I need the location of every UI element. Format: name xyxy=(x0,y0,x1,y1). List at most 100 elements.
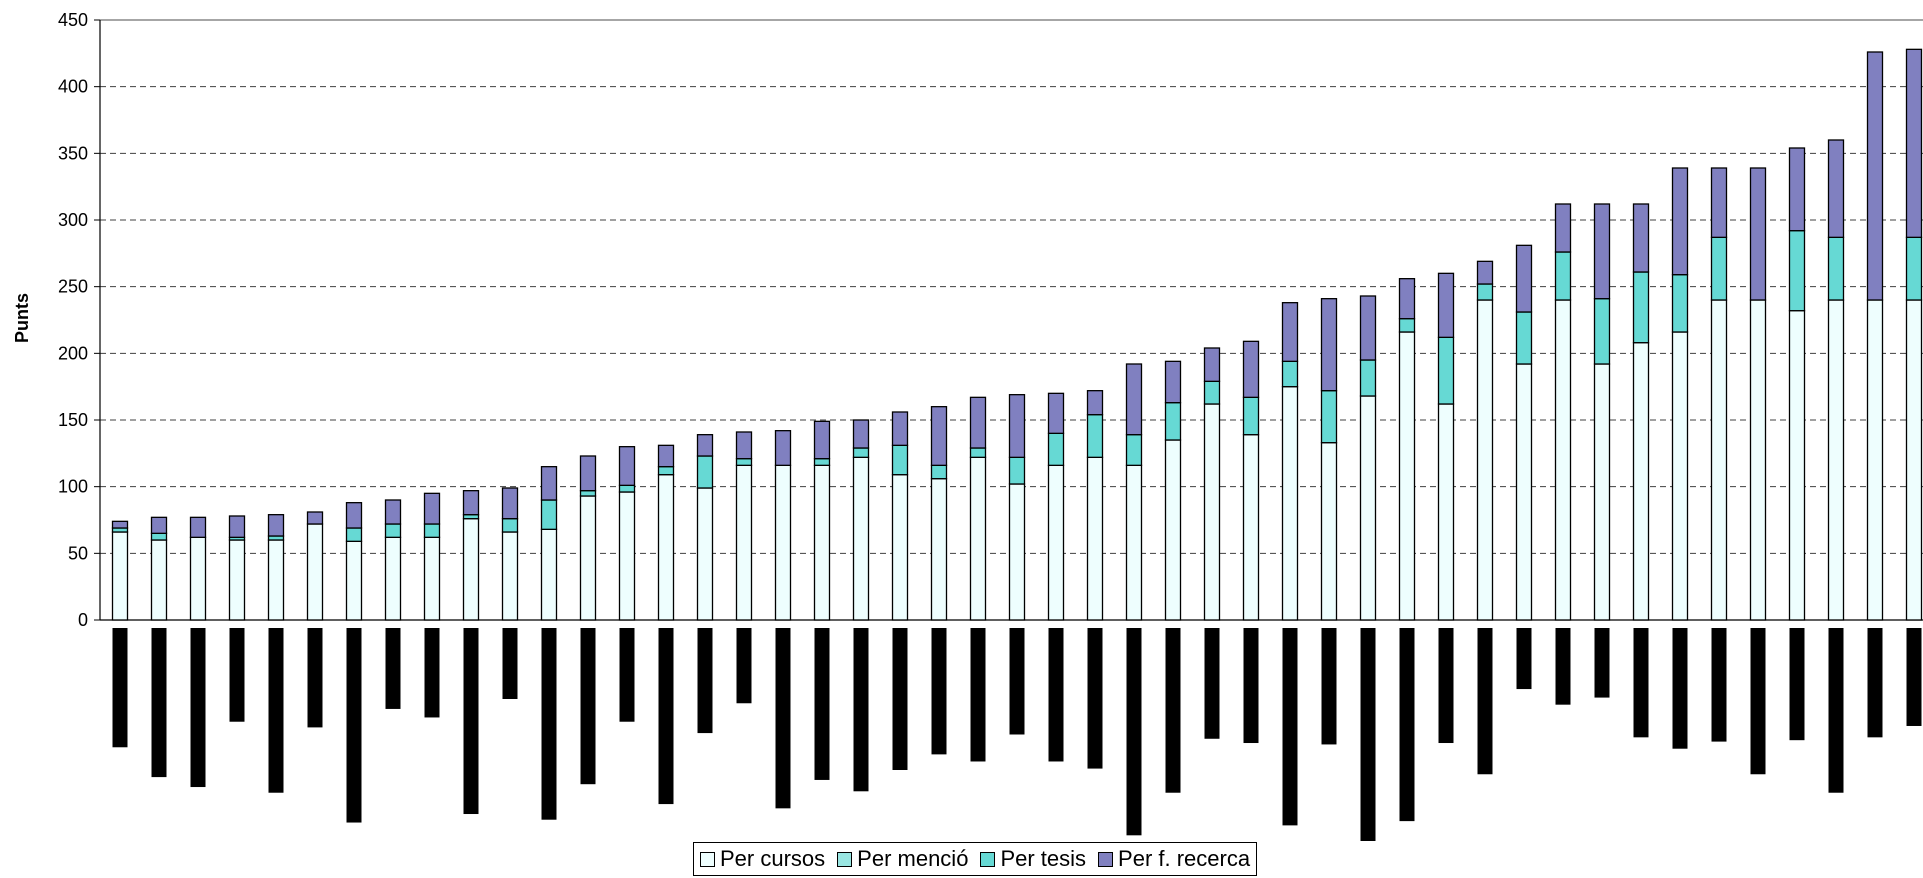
secondary-bar xyxy=(1165,628,1181,793)
secondary-bar xyxy=(346,628,362,823)
bar-segment xyxy=(1164,402,1182,441)
secondary-bar xyxy=(1516,628,1532,690)
bar-segment xyxy=(1242,434,1260,621)
bar-segment xyxy=(579,455,597,492)
bar-segment xyxy=(1281,360,1299,388)
bar-segment xyxy=(1398,331,1416,621)
secondary-bar xyxy=(775,628,791,809)
bar-segment xyxy=(1554,203,1572,253)
bar-segment xyxy=(345,540,363,621)
bar-segment xyxy=(1515,311,1533,365)
secondary-bar xyxy=(1243,628,1259,744)
bar-segment xyxy=(1359,395,1377,621)
bar-segment xyxy=(1554,299,1572,621)
bar-segment xyxy=(1437,403,1455,621)
secondary-bar xyxy=(814,628,830,780)
secondary-bar xyxy=(736,628,752,704)
secondary-bar xyxy=(1087,628,1103,769)
bar-segment xyxy=(501,531,519,621)
bar-segment xyxy=(852,447,870,458)
bar-segment xyxy=(1515,363,1533,621)
y-tick-label: 300 xyxy=(58,210,88,230)
secondary-bar xyxy=(1360,628,1376,841)
secondary-bar xyxy=(151,628,167,778)
bar-segment xyxy=(1047,464,1065,621)
bar-segment xyxy=(1086,390,1104,416)
bar-segment xyxy=(306,511,324,525)
bar-segment xyxy=(1476,299,1494,621)
secondary-bar xyxy=(424,628,440,718)
bar-segment xyxy=(1593,298,1611,365)
legend-item: Per cursos xyxy=(700,846,825,872)
bar-segment xyxy=(111,520,129,529)
secondary-bar xyxy=(268,628,284,793)
bar-segment xyxy=(1242,396,1260,436)
bar-segment xyxy=(345,527,363,542)
bar-segment xyxy=(657,466,675,476)
legend-label: Per tesis xyxy=(1000,846,1087,871)
bar-segment xyxy=(1866,299,1884,621)
bar-segment xyxy=(618,491,636,621)
legend: Per cursos Per menció Per tesis Per f. rece… xyxy=(693,842,1258,876)
bar-segment xyxy=(1164,439,1182,621)
bar-segment xyxy=(384,523,402,538)
bar-segment xyxy=(1437,336,1455,405)
secondary-bar xyxy=(853,628,869,792)
bar-segment xyxy=(1515,244,1533,313)
secondary-bar xyxy=(580,628,596,785)
bar-segment xyxy=(930,406,948,466)
bar-segment xyxy=(1476,283,1494,301)
bar-segment xyxy=(1398,318,1416,333)
secondary-bar xyxy=(1789,628,1805,741)
bar-segment xyxy=(1125,434,1143,466)
bar-segment xyxy=(462,490,480,516)
secondary-bar xyxy=(1750,628,1766,775)
bar-segment xyxy=(579,490,597,497)
bar-segment xyxy=(150,532,168,541)
secondary-bar xyxy=(1477,628,1493,775)
secondary-bar xyxy=(970,628,986,762)
bar-segment xyxy=(1632,271,1650,344)
legend-swatch xyxy=(1098,851,1114,867)
legend-item: Per menció xyxy=(837,846,968,872)
y-tick-label: 150 xyxy=(58,410,88,430)
secondary-bar xyxy=(229,628,245,722)
legend-label: Per menció xyxy=(857,846,969,871)
bar-segment xyxy=(1671,167,1689,276)
bar-segment xyxy=(930,478,948,621)
bar-segment xyxy=(423,492,441,525)
secondary-bar xyxy=(1711,628,1727,742)
bar-segment xyxy=(579,495,597,621)
y-tick-label: 450 xyxy=(58,10,88,30)
secondary-bar xyxy=(658,628,674,805)
bar-segment xyxy=(228,515,246,538)
legend-item: Per f. recerca xyxy=(1098,846,1250,872)
y-tick-label: 400 xyxy=(58,77,88,97)
bar-segment xyxy=(1749,299,1767,621)
bar-segment xyxy=(1710,299,1728,621)
bar-segment xyxy=(423,536,441,621)
bar-segment xyxy=(306,523,324,621)
bar-segment xyxy=(1047,392,1065,434)
bar-segment xyxy=(1086,456,1104,621)
bar-segment xyxy=(1281,386,1299,621)
bar-segment xyxy=(1788,230,1806,312)
bar-segment xyxy=(813,458,831,466)
bar-segment xyxy=(618,484,636,493)
bar-segment xyxy=(1710,167,1728,238)
secondary-bar xyxy=(190,628,206,788)
bar-segment xyxy=(1047,432,1065,466)
bar-segment xyxy=(891,474,909,621)
bar-segment xyxy=(774,464,792,621)
legend-label: Per cursos xyxy=(720,846,826,871)
bar-segment xyxy=(189,536,207,621)
bar-segment xyxy=(1788,147,1806,232)
secondary-bar xyxy=(1906,628,1922,726)
legend-swatch xyxy=(700,851,715,867)
bar-segment xyxy=(1203,403,1221,621)
secondary-bar xyxy=(541,628,557,820)
bar-segment xyxy=(1437,272,1455,338)
bar-segment xyxy=(1866,51,1884,301)
secondary-bar xyxy=(385,628,401,709)
